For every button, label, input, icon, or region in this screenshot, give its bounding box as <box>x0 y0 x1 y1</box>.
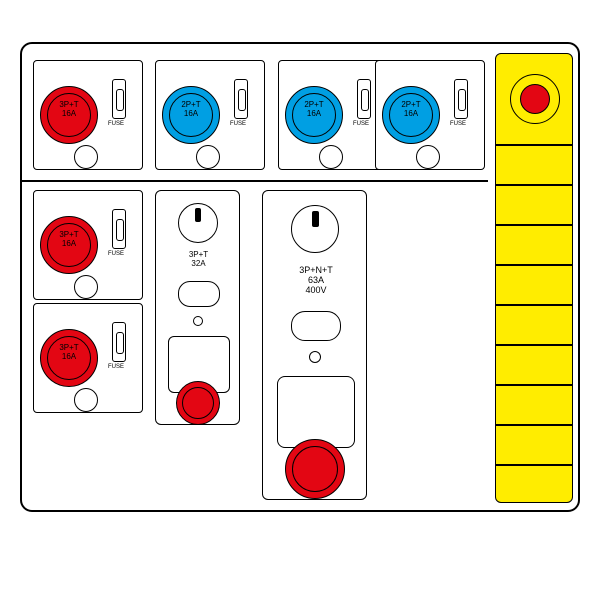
socket-body <box>277 376 355 448</box>
interlock-socket-32a: 3P+T 32A <box>155 190 240 425</box>
indicator-window <box>178 281 220 307</box>
slot-divider <box>496 384 572 386</box>
socket-module: 3P+T 16A FUSE <box>33 303 143 413</box>
release-clip <box>74 145 98 169</box>
socket-module: 2P+T 16A FUSE <box>375 60 485 170</box>
fuse-label: FUSE <box>108 251 124 258</box>
release-clip <box>196 145 220 169</box>
socket-module: 3P+T 16A FUSE <box>33 190 143 300</box>
fuse-label: FUSE <box>230 121 246 128</box>
slot-divider <box>496 304 572 306</box>
interlock-socket-63a: 3P+N+T 63A 400V <box>262 190 367 500</box>
socket-label: 3P+T 16A <box>48 101 90 119</box>
socket-module: 2P+T 16A FUSE <box>278 60 388 170</box>
rotary-switch[interactable] <box>291 205 339 253</box>
socket-module: 3P+T 16A FUSE <box>33 60 143 170</box>
breaker-panel <box>495 53 573 503</box>
emergency-stop-button[interactable] <box>520 84 550 114</box>
slot-divider <box>496 224 572 226</box>
slot-divider <box>496 464 572 466</box>
fuse-label: FUSE <box>108 364 124 371</box>
socket-label: 2P+T 16A <box>170 101 212 119</box>
release-clip <box>74 388 98 412</box>
slot-divider <box>496 144 572 146</box>
slot-divider <box>496 424 572 426</box>
screw-icon <box>193 316 203 326</box>
fuse-label: FUSE <box>353 121 369 128</box>
slot-divider <box>496 264 572 266</box>
slot-divider <box>496 184 572 186</box>
socket-module: 2P+T 16A FUSE <box>155 60 265 170</box>
indicator-window <box>291 311 341 341</box>
socket-label: 2P+T 16A <box>390 101 432 119</box>
slot-divider <box>496 344 572 346</box>
interlock-label: 3P+N+T 63A 400V <box>291 266 341 296</box>
release-clip <box>74 275 98 299</box>
divider <box>22 180 488 182</box>
plug-outlet[interactable] <box>176 381 220 425</box>
fuse-label: FUSE <box>108 121 124 128</box>
fuse-label: FUSE <box>450 121 466 128</box>
socket-label: 3P+T 16A <box>48 231 90 249</box>
plug-outlet[interactable] <box>285 439 345 499</box>
socket-label: 3P+T 16A <box>48 344 90 362</box>
screw-icon <box>309 351 321 363</box>
release-clip <box>319 145 343 169</box>
interlock-label: 3P+T 32A <box>176 251 221 269</box>
release-clip <box>416 145 440 169</box>
socket-label: 2P+T 16A <box>293 101 335 119</box>
rotary-switch[interactable] <box>178 203 218 243</box>
